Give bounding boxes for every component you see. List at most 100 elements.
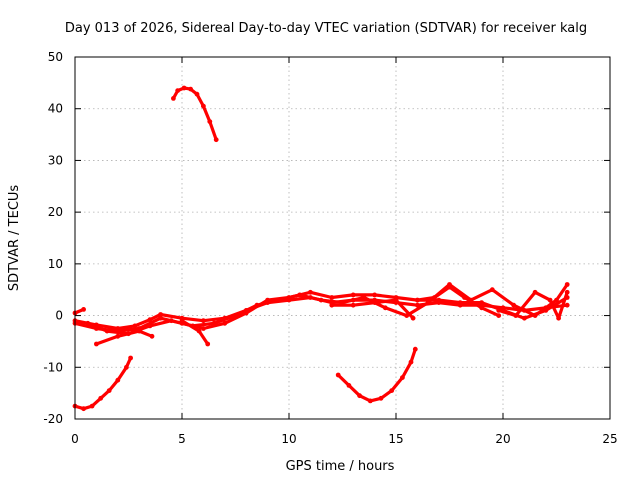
data-point: [213, 137, 219, 143]
data-point: [211, 320, 217, 326]
data-point: [205, 341, 211, 347]
data-point: [408, 359, 414, 365]
y-tick-label: 20: [48, 205, 63, 219]
data-point: [89, 403, 95, 409]
data-point: [115, 377, 121, 383]
y-tick-label: 50: [48, 50, 63, 64]
data-point: [104, 328, 110, 334]
series-band-7: [497, 290, 569, 320]
x-tick-label: 20: [495, 432, 510, 446]
data-point: [149, 333, 155, 339]
data-point: [81, 406, 86, 412]
series-band-8: [415, 285, 501, 318]
x-tick-label: 10: [281, 432, 296, 446]
data-point: [318, 297, 324, 303]
chart-title: Day 013 of 2026, Sidereal Day-to-day VTE…: [65, 21, 587, 36]
data-point: [532, 289, 538, 295]
data-point: [564, 302, 570, 308]
data-point: [128, 355, 134, 361]
data-point: [382, 305, 388, 311]
series-arc-bottom-mid: [336, 347, 417, 403]
data-point: [201, 103, 206, 109]
data-point: [85, 320, 91, 326]
data-point: [412, 346, 418, 352]
data-point: [350, 292, 356, 298]
data-point: [415, 302, 420, 308]
data-point: [554, 297, 559, 303]
data-point: [564, 289, 570, 295]
data-point: [522, 315, 527, 321]
data-point: [372, 292, 377, 298]
data-point: [564, 282, 570, 287]
data-point: [479, 300, 484, 305]
data-point: [372, 300, 377, 305]
y-tick-label: 30: [48, 153, 63, 167]
data-point: [94, 341, 99, 347]
data-point: [179, 318, 185, 324]
data-point: [415, 297, 420, 303]
data-point: [489, 287, 495, 293]
y-tick-label: 10: [48, 257, 63, 271]
data-point: [222, 320, 228, 326]
data-point: [511, 302, 517, 308]
data-point: [168, 318, 174, 324]
x-tick-label: 0: [71, 432, 79, 446]
data-point: [436, 297, 442, 303]
grid: [75, 57, 610, 419]
data-point: [556, 315, 561, 321]
data-point: [532, 313, 538, 318]
data-point: [196, 328, 202, 334]
data-point: [136, 328, 142, 334]
data-point: [207, 119, 213, 124]
data-point: [329, 302, 335, 308]
data-point: [233, 313, 238, 318]
data-point: [329, 295, 335, 300]
data-point: [389, 388, 395, 393]
data-point: [124, 364, 129, 370]
data-point: [188, 86, 194, 92]
y-tick-label: 40: [48, 102, 63, 116]
data-point: [171, 96, 176, 101]
data-point: [496, 313, 502, 318]
data-point: [346, 383, 352, 388]
data-point: [81, 307, 86, 312]
data-point: [410, 315, 416, 321]
data-point: [308, 289, 313, 295]
data-point: [132, 323, 138, 329]
data-point: [479, 305, 484, 311]
data-point: [98, 395, 104, 401]
data-point: [147, 323, 153, 329]
data-point: [106, 388, 112, 393]
x-tick-label: 15: [388, 432, 403, 446]
data-point: [254, 302, 260, 308]
data-point: [194, 91, 200, 97]
y-tick-label: 0: [55, 309, 63, 323]
data-point: [357, 393, 362, 399]
y-axis-title: SDTVAR / TECUs: [7, 185, 22, 292]
data-point: [158, 312, 164, 317]
data-point: [115, 333, 121, 339]
x-axis-title: GPS time / hours: [286, 459, 395, 474]
data-point: [350, 302, 356, 308]
data-point: [275, 297, 281, 303]
x-tick-label: 25: [602, 432, 617, 446]
data-point: [447, 284, 452, 290]
data-point: [457, 300, 463, 305]
data-point: [367, 398, 373, 404]
series-band-2: [73, 290, 569, 333]
x-tick-label: 5: [178, 432, 186, 446]
y-tick-label: -20: [43, 412, 63, 426]
data-point: [462, 295, 467, 300]
data-point: [393, 297, 399, 303]
series-band-4: [94, 329, 154, 346]
data-point: [496, 308, 502, 313]
data-point: [432, 295, 437, 300]
y-tick-label: -10: [43, 360, 63, 374]
ticks: 0 5 10 15 20 25 -20 -10 0 10 20 30 40 50: [43, 50, 617, 446]
data-point: [378, 395, 384, 401]
series-arc-top: [171, 86, 218, 142]
data-point: [175, 88, 181, 93]
data-point: [335, 372, 341, 378]
data-point: [201, 318, 206, 324]
data-point: [547, 297, 553, 303]
